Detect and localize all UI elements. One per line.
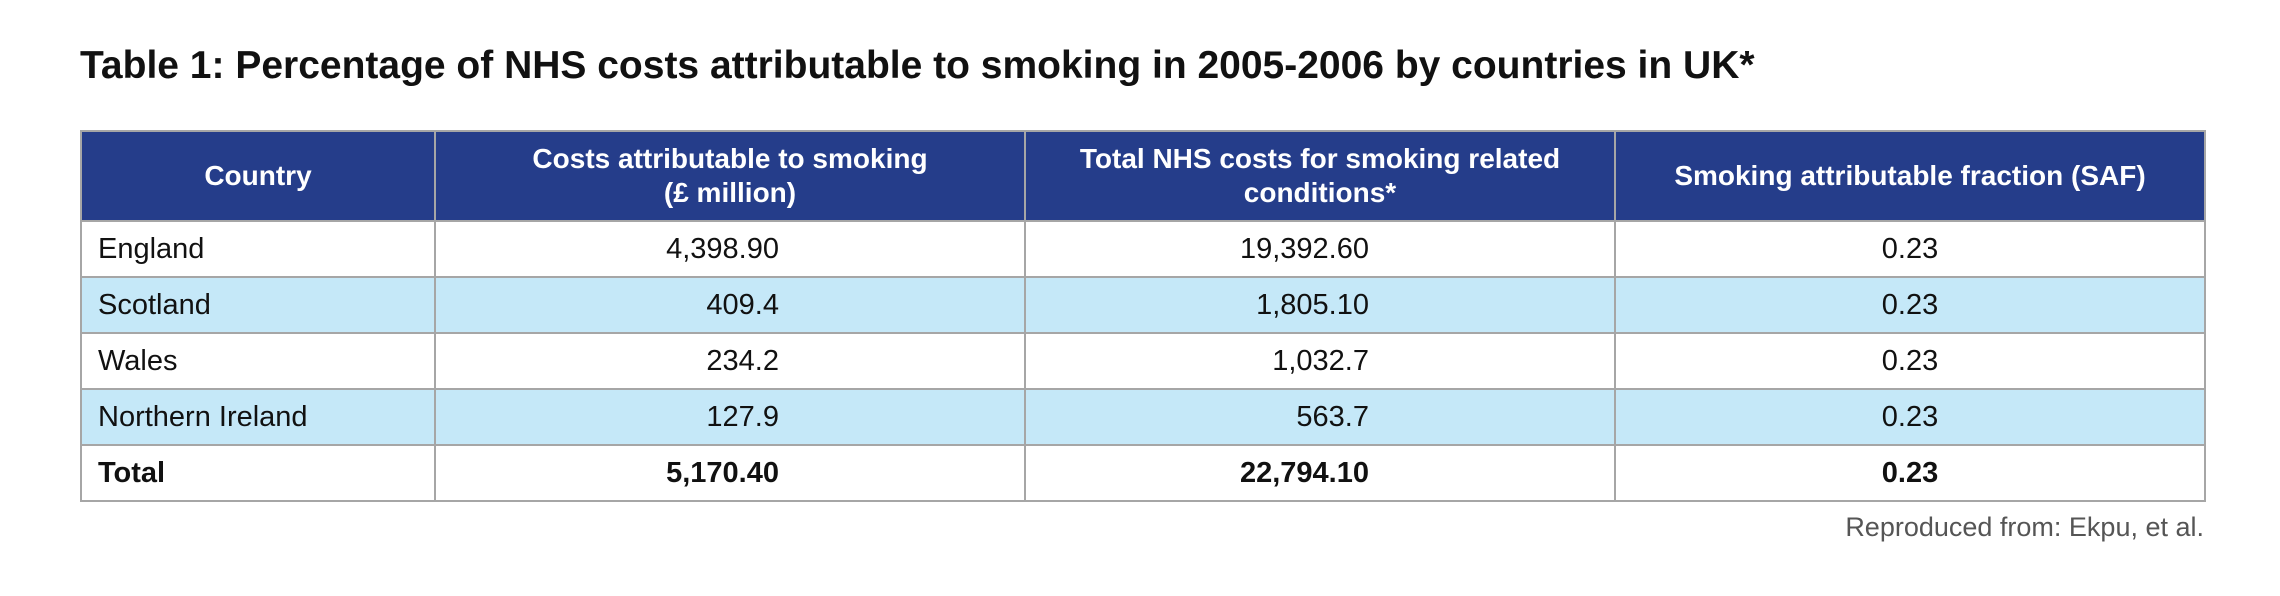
table-row: England 4,398.90 19,392.60 0.23 (80, 220, 2206, 278)
cell-total-label: Total (80, 444, 436, 502)
header-row: Country Costs attributable to smoking (£… (80, 130, 2206, 222)
table-title: Table 1: Percentage of NHS costs attribu… (80, 44, 1755, 87)
cell-total-costs: 1,032.7 (1024, 332, 1616, 390)
cell-total-saf: 0.23 (1614, 444, 2206, 502)
cell-saf: 0.23 (1614, 220, 2206, 278)
header-country: Country (80, 130, 436, 222)
header-costs-attributable: Costs attributable to smoking (£ million… (434, 130, 1026, 222)
table-row: Northern Ireland 127.9 563.7 0.23 (80, 388, 2206, 446)
cell-country: England (80, 220, 436, 278)
cell-costs: 409.4 (434, 276, 1026, 334)
header-costs-attributable-label: Costs attributable to smoking (£ million… (532, 143, 928, 208)
cell-total-costs: 563.7 (1024, 388, 1616, 446)
cell-costs: 127.9 (434, 388, 1026, 446)
cell-country: Scotland (80, 276, 436, 334)
total-row: Total 5,170.40 22,794.10 0.23 (80, 444, 2206, 502)
cell-total-costs: 19,392.60 (1024, 220, 1616, 278)
table-row: Wales 234.2 1,032.7 0.23 (80, 332, 2206, 390)
cell-total-nhs-costs: 22,794.10 (1024, 444, 1616, 502)
cell-total-costs-attributable: 5,170.40 (434, 444, 1026, 502)
cell-total-costs: 1,805.10 (1024, 276, 1616, 334)
cell-saf: 0.23 (1614, 276, 2206, 334)
cell-costs: 4,398.90 (434, 220, 1026, 278)
cell-saf: 0.23 (1614, 388, 2206, 446)
cell-saf: 0.23 (1614, 332, 2206, 390)
header-saf: Smoking attributable fraction (SAF) (1614, 130, 2206, 222)
header-total-nhs-costs: Total NHS costs for smoking related cond… (1024, 130, 1616, 222)
cell-country: Northern Ireland (80, 388, 436, 446)
data-table: Country Costs attributable to smoking (£… (80, 130, 2206, 502)
table-row: Scotland 409.4 1,805.10 0.23 (80, 276, 2206, 334)
cell-country: Wales (80, 332, 436, 390)
cell-costs: 234.2 (434, 332, 1026, 390)
source-note: Reproduced from: Ekpu, et al. (1845, 512, 2204, 542)
